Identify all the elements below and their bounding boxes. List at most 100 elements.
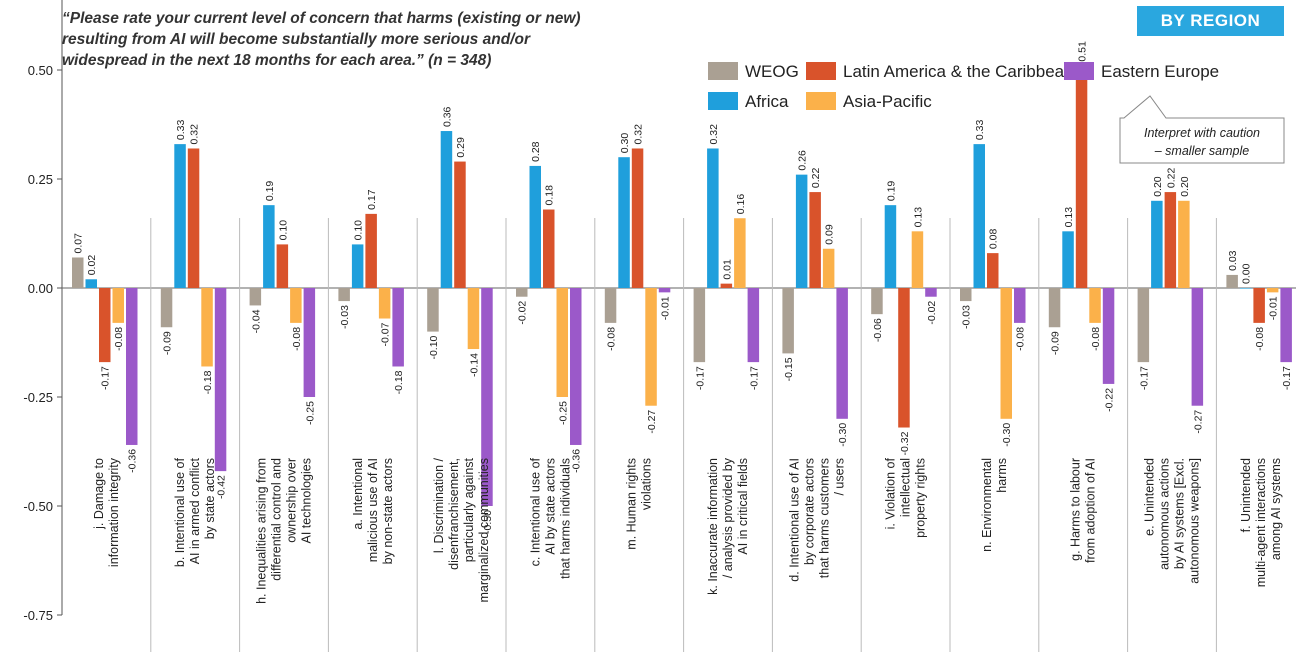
- data-label: 0.02: [86, 255, 98, 276]
- category-label: by corporate actors: [802, 458, 816, 565]
- category-label: differential control and: [270, 458, 284, 581]
- bar: [529, 165, 541, 288]
- data-label: 0.13: [1063, 207, 1075, 228]
- legend-swatch: [806, 62, 836, 80]
- legend-label: Asia-Pacific: [843, 92, 932, 111]
- data-label: 0.10: [277, 220, 289, 241]
- bar: [911, 231, 924, 288]
- category-label: intellectual: [899, 458, 913, 517]
- bar: [871, 288, 883, 315]
- data-label: 0.22: [810, 167, 822, 188]
- bar: [427, 288, 439, 332]
- data-label: 0.30: [619, 133, 631, 154]
- data-label: 0.33: [974, 120, 986, 141]
- survey-question: “Please rate your current level of conce…: [62, 10, 581, 69]
- caution-note: Interpret with caution – smaller sample: [1119, 95, 1285, 164]
- category-label: b. Intentional use of: [173, 457, 187, 567]
- bar: [822, 248, 835, 288]
- bar: [99, 288, 111, 363]
- data-label: -0.27: [646, 410, 658, 434]
- bar: [631, 148, 644, 288]
- data-label: -0.08: [1254, 327, 1266, 351]
- data-label: -0.50: [482, 510, 494, 534]
- bar: [1226, 274, 1238, 288]
- category-label: by non-state actors: [381, 458, 395, 564]
- bar: [570, 288, 582, 445]
- category-label: harms: [995, 458, 1009, 493]
- data-label: -0.02: [926, 301, 938, 325]
- bar: [1075, 65, 1088, 288]
- data-label: -0.01: [1268, 296, 1280, 320]
- bar: [378, 288, 391, 319]
- data-label: -0.14: [468, 353, 480, 377]
- data-label: -0.17: [748, 366, 760, 390]
- category-label: malicious use of AI: [366, 458, 380, 562]
- y-tick-label: -0.75: [23, 608, 53, 623]
- category-label: AI by state actors: [543, 458, 557, 555]
- by-region-badge: BY REGION: [1137, 6, 1284, 36]
- data-label: -0.36: [571, 449, 583, 473]
- bar: [1014, 288, 1026, 323]
- data-label: -0.27: [1192, 410, 1204, 434]
- data-label: -0.42: [216, 475, 228, 499]
- legend-label: WEOG: [745, 62, 799, 81]
- bar: [454, 161, 466, 288]
- bar: [1137, 288, 1150, 363]
- bar: [516, 288, 528, 297]
- data-label: -0.30: [837, 423, 849, 447]
- data-label: 0.17: [366, 189, 378, 210]
- bar: [365, 213, 377, 288]
- data-label: 0.19: [264, 181, 276, 202]
- bar: [338, 288, 350, 302]
- category-label: disenfranchisement,: [447, 458, 461, 570]
- y-tick-label: 0.50: [28, 63, 53, 78]
- data-label: 0.51: [1077, 41, 1089, 62]
- category-label: that harms customers: [817, 458, 831, 578]
- data-label: 0.08: [988, 229, 1000, 250]
- bar: [1239, 288, 1252, 289]
- data-label: -0.30: [1001, 423, 1013, 447]
- data-label: 0.32: [708, 124, 720, 145]
- data-label: 0.32: [633, 124, 645, 145]
- bar: [290, 288, 302, 323]
- data-label: -0.07: [380, 322, 392, 346]
- category-label: AI in armed conflict: [188, 457, 202, 564]
- data-label: 0.28: [530, 141, 542, 162]
- data-label: -0.09: [1050, 331, 1062, 355]
- data-label: 0.16: [735, 194, 747, 215]
- bar: [187, 148, 200, 288]
- legend-label: Africa: [745, 92, 789, 111]
- bar: [1000, 288, 1012, 419]
- bar: [645, 288, 657, 406]
- data-label: -0.01: [660, 296, 672, 320]
- bar: [925, 288, 937, 297]
- category-label: AI in critical fields: [736, 458, 750, 555]
- data-label: -0.04: [250, 309, 262, 333]
- category-label: violations: [640, 458, 654, 510]
- bar: [1048, 288, 1061, 328]
- caution-note-box: [1119, 95, 1285, 164]
- bar-series: 0.070.02-0.17-0.08-0.36-0.090.33 0.32-0.1…: [72, 41, 1293, 534]
- data-label: 0.20: [1179, 176, 1191, 197]
- data-label: -0.08: [1015, 327, 1027, 351]
- category-label: particularly against: [462, 457, 476, 562]
- data-label: 0.20: [1152, 176, 1164, 197]
- bar: [276, 244, 289, 288]
- category-label: d. Intentional use of AI: [787, 458, 801, 582]
- bar: [263, 205, 275, 288]
- bar: [658, 288, 671, 293]
- bar: [707, 148, 719, 288]
- data-label: -0.25: [304, 401, 316, 425]
- category-label: / analysis provided by: [721, 457, 735, 578]
- data-label: -0.17: [1138, 366, 1150, 390]
- bar: [836, 288, 848, 419]
- bar: [72, 257, 84, 288]
- data-label: -0.18: [202, 370, 214, 394]
- data-label: -0.17: [1281, 366, 1293, 390]
- data-label: -0.09: [162, 331, 174, 355]
- data-label: 0.19: [885, 181, 897, 202]
- y-tick-label: -0.25: [23, 390, 53, 405]
- data-label: 0.36: [441, 106, 453, 127]
- bar: [720, 283, 733, 288]
